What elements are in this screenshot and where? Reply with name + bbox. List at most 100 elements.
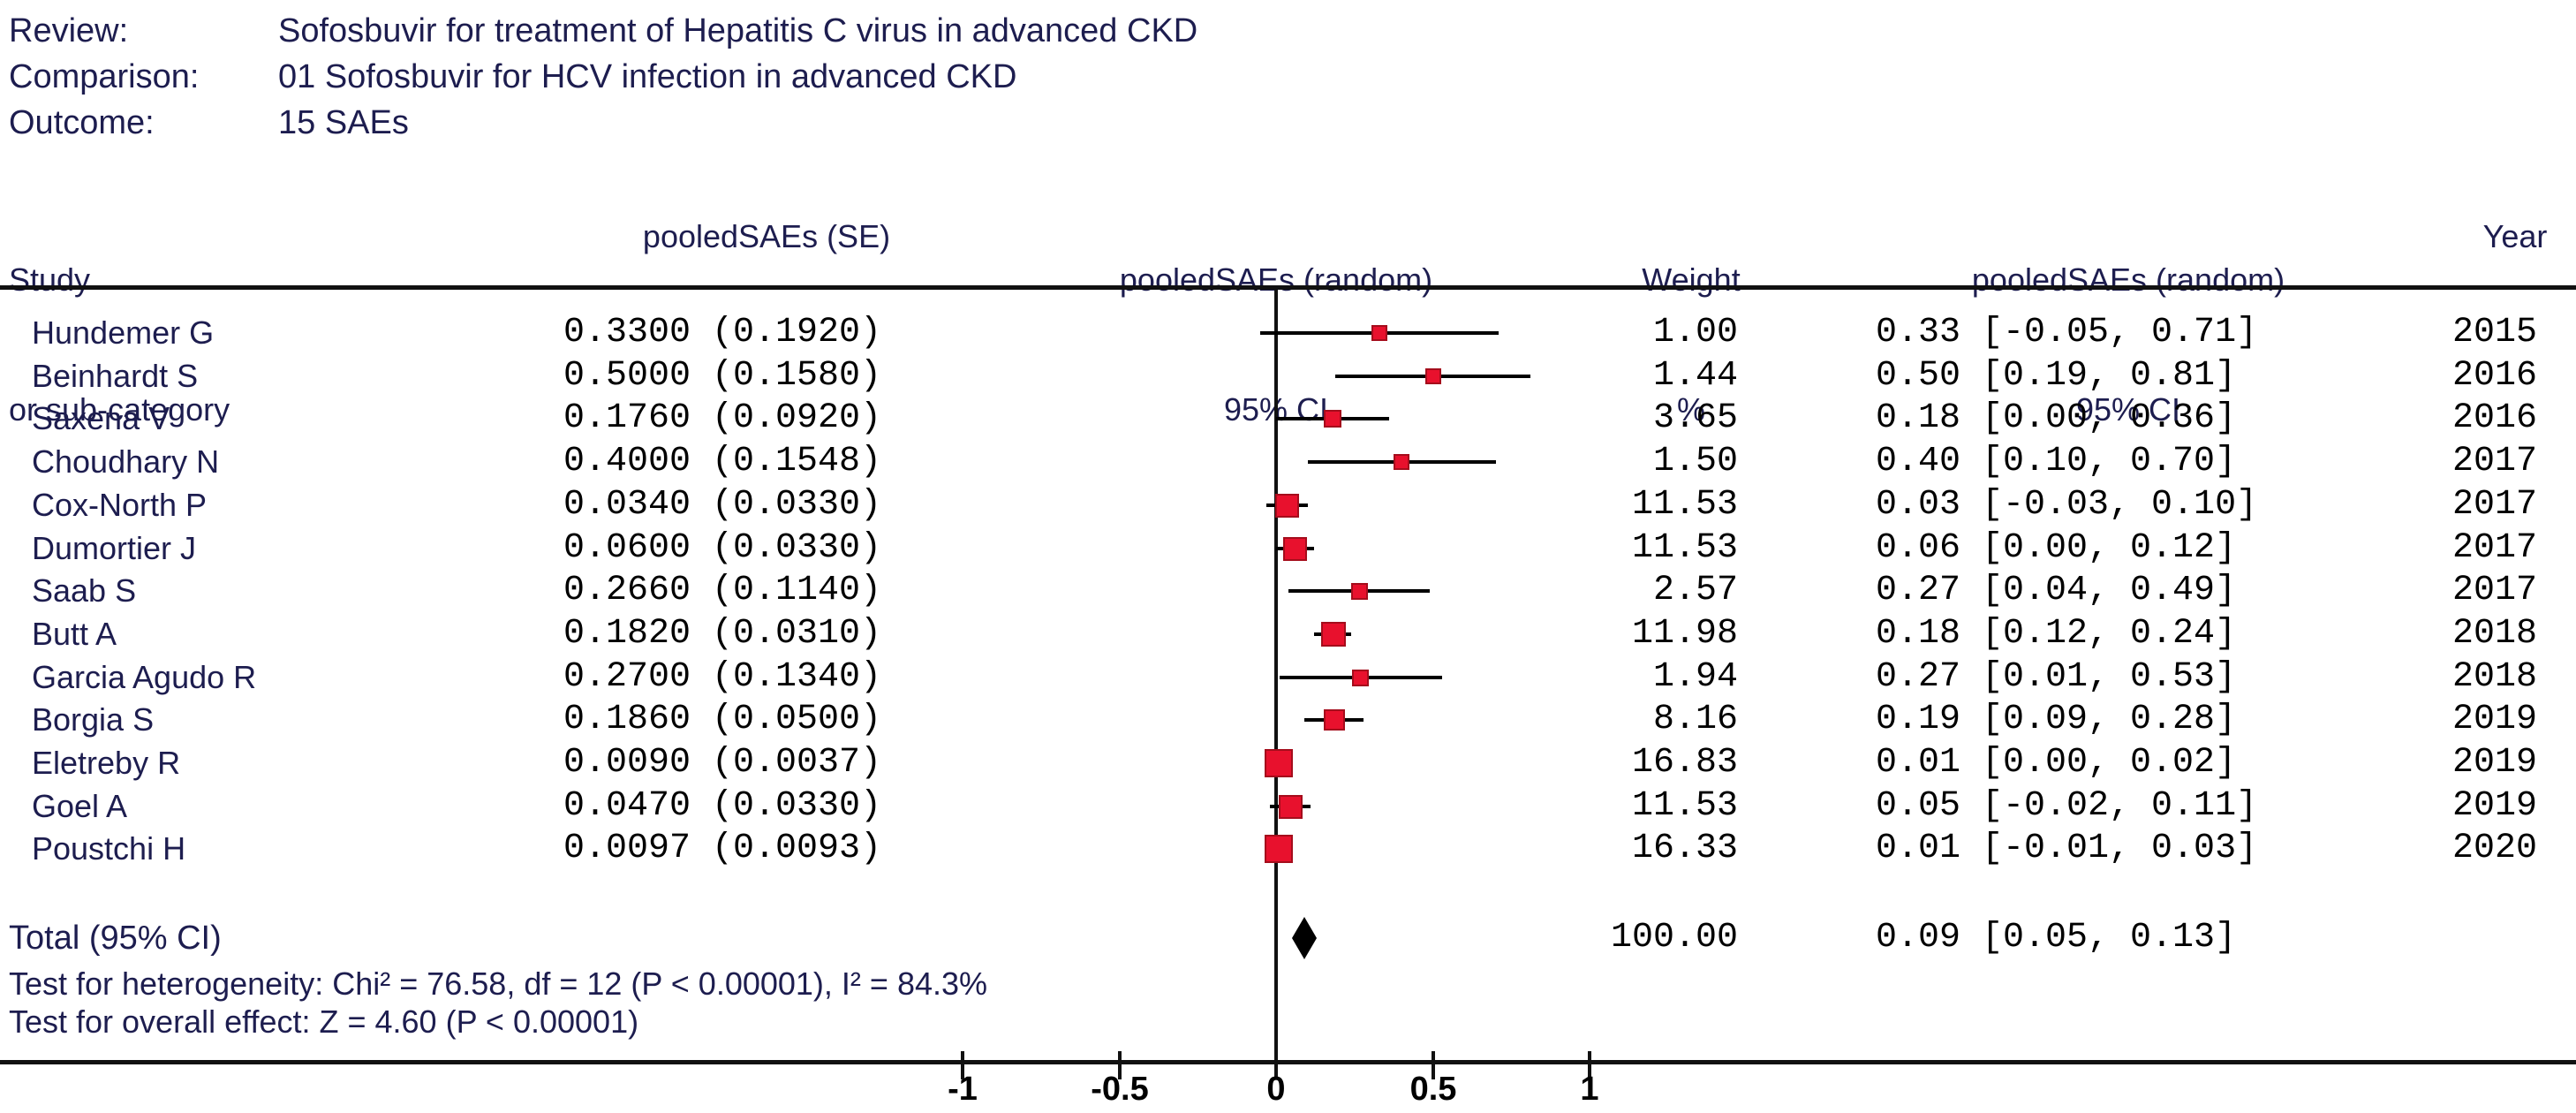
study-se-value: 0.2700 (0.1340) [563, 657, 882, 697]
study-se-value: 0.3300 (0.1920) [563, 313, 882, 352]
year-value: 2019 [2452, 700, 2538, 739]
study-name: Dumortier J [32, 530, 197, 566]
year-value: 2018 [2452, 614, 2538, 654]
study-name: Butt A [32, 616, 117, 652]
year-value: 2020 [2452, 829, 2538, 868]
overall-effect-test-text: Test for overall effect: Z = 4.60 (P < 0… [9, 1003, 639, 1040]
effect-square [1425, 368, 1441, 384]
weight-value: 3.65 [1652, 398, 1738, 438]
study-name: Beinhardt S [32, 358, 199, 394]
ci-text: 0.19 [0.09, 0.28] [1876, 700, 2237, 739]
study-name: Choudhary N [32, 443, 220, 480]
weight-value: 11.53 [1631, 528, 1738, 568]
study-name: Hundemer G [32, 314, 215, 351]
year-value: 2015 [2452, 313, 2538, 352]
study-name: Garcia Agudo R [32, 659, 257, 695]
year-value: 2017 [2452, 442, 2538, 481]
effect-square [1275, 494, 1299, 518]
column-header-study: Study or sub-category [9, 171, 230, 518]
study-name: Goel A [32, 788, 128, 824]
column-header-plot-line1: pooledSAEs (random) [1119, 261, 1433, 298]
weight-value: 16.33 [1631, 829, 1738, 868]
study-se-value: 0.0600 (0.0330) [563, 528, 882, 568]
weight-value: 11.98 [1631, 614, 1738, 654]
effect-square [1351, 583, 1368, 600]
study-se-value: 0.0090 (0.0037) [563, 743, 882, 783]
column-header-weight: Weight % [1642, 171, 1740, 518]
ci-text: 0.50 [0.19, 0.81] [1876, 356, 2237, 396]
summary-diamond [1292, 917, 1317, 959]
heterogeneity-test-text: Test for heterogeneity: Chi² = 76.58, df… [9, 965, 988, 1002]
year-value: 2016 [2452, 398, 2538, 438]
column-header-year: Year [2482, 218, 2548, 254]
ci-text: 0.06 [0.00, 0.12] [1876, 528, 2237, 568]
year-value: 2017 [2452, 528, 2538, 568]
weight-value: 1.44 [1652, 356, 1738, 396]
weight-value: 1.94 [1652, 657, 1738, 697]
effect-square [1265, 749, 1293, 777]
study-se-value: 0.0340 (0.0330) [563, 485, 882, 525]
axis-tick-label: 1 [1580, 1071, 1599, 1108]
weight-value: 11.53 [1631, 485, 1738, 525]
effect-square [1321, 622, 1346, 647]
weight-value: 2.57 [1652, 571, 1738, 610]
effect-square [1371, 325, 1387, 341]
study-se-value: 0.2660 (0.1140) [563, 571, 882, 610]
axis-tick-label: 0 [1266, 1071, 1286, 1108]
effect-square [1265, 835, 1293, 863]
ci-text: 0.27 [0.01, 0.53] [1876, 657, 2237, 697]
weight-value: 1.50 [1652, 442, 1738, 481]
ci-text: 0.05 [-0.02, 0.11] [1876, 786, 2258, 826]
ci-text: 0.18 [0.12, 0.24] [1876, 614, 2237, 654]
weight-value: 16.83 [1631, 743, 1738, 783]
effect-square [1324, 709, 1345, 731]
ci-text: 0.01 [-0.01, 0.03] [1876, 829, 2258, 868]
column-header-study-line2: or sub-category [9, 391, 230, 428]
year-value: 2016 [2452, 356, 2538, 396]
comparison-label: Comparison: [9, 58, 200, 95]
study-name: Poustchi H [32, 830, 186, 867]
year-value: 2018 [2452, 657, 2538, 697]
study-name: Cox-North P [32, 487, 208, 523]
outcome-value: 15 SAEs [278, 104, 409, 141]
weight-value: 8.16 [1652, 700, 1738, 739]
weight-value: 11.53 [1631, 786, 1738, 826]
axis-tick [961, 1051, 964, 1079]
weight-value: 1.00 [1652, 313, 1738, 352]
study-se-value: 0.1820 (0.0310) [563, 614, 882, 654]
study-name: Eletreby R [32, 745, 181, 781]
column-header-ci-line1: pooledSAEs (random) [1971, 261, 2285, 298]
axis-tick-label: 0.5 [1409, 1071, 1457, 1108]
column-header-study-line1: Study [9, 261, 91, 298]
axis-tick-label: -0.5 [1091, 1071, 1149, 1108]
study-se-value: 0.0470 (0.0330) [563, 786, 882, 826]
ci-text: 0.33 [-0.05, 0.71] [1876, 313, 2258, 352]
axis-tick-label: -1 [948, 1071, 978, 1108]
review-label: Review: [9, 12, 129, 49]
column-header-weight-line1: Weight [1642, 261, 1741, 298]
study-name: Saab S [32, 572, 137, 609]
year-value: 2019 [2452, 743, 2538, 783]
study-se-value: 0.1760 (0.0920) [563, 398, 882, 438]
ci-text: 0.40 [0.10, 0.70] [1876, 442, 2237, 481]
column-header-se: pooledSAEs (SE) [642, 218, 891, 254]
year-value: 2019 [2452, 786, 2538, 826]
study-se-value: 0.1860 (0.0500) [563, 700, 882, 739]
effect-square [1394, 454, 1409, 470]
axis-tick [1118, 1051, 1122, 1079]
review-value: Sofosbuvir for treatment of Hepatitis C … [278, 12, 1198, 49]
comparison-value: 01 Sofosbuvir for HCV infection in advan… [278, 58, 1017, 95]
study-se-value: 0.4000 (0.1548) [563, 442, 882, 481]
study-name: Saxena V [32, 400, 170, 436]
ci-text: 0.01 [0.00, 0.02] [1876, 743, 2237, 783]
study-se-value: 0.0097 (0.0093) [563, 829, 882, 868]
effect-square [1283, 537, 1307, 561]
year-value: 2017 [2452, 485, 2538, 525]
effect-square [1279, 795, 1303, 819]
ci-text: 0.27 [0.04, 0.49] [1876, 571, 2237, 610]
ci-text: 0.18 [0.00, 0.36] [1876, 398, 2237, 438]
effect-square [1352, 670, 1369, 686]
axis-tick [1432, 1051, 1435, 1079]
column-header-ci: pooledSAEs (random) 95% CI [1972, 171, 2285, 518]
